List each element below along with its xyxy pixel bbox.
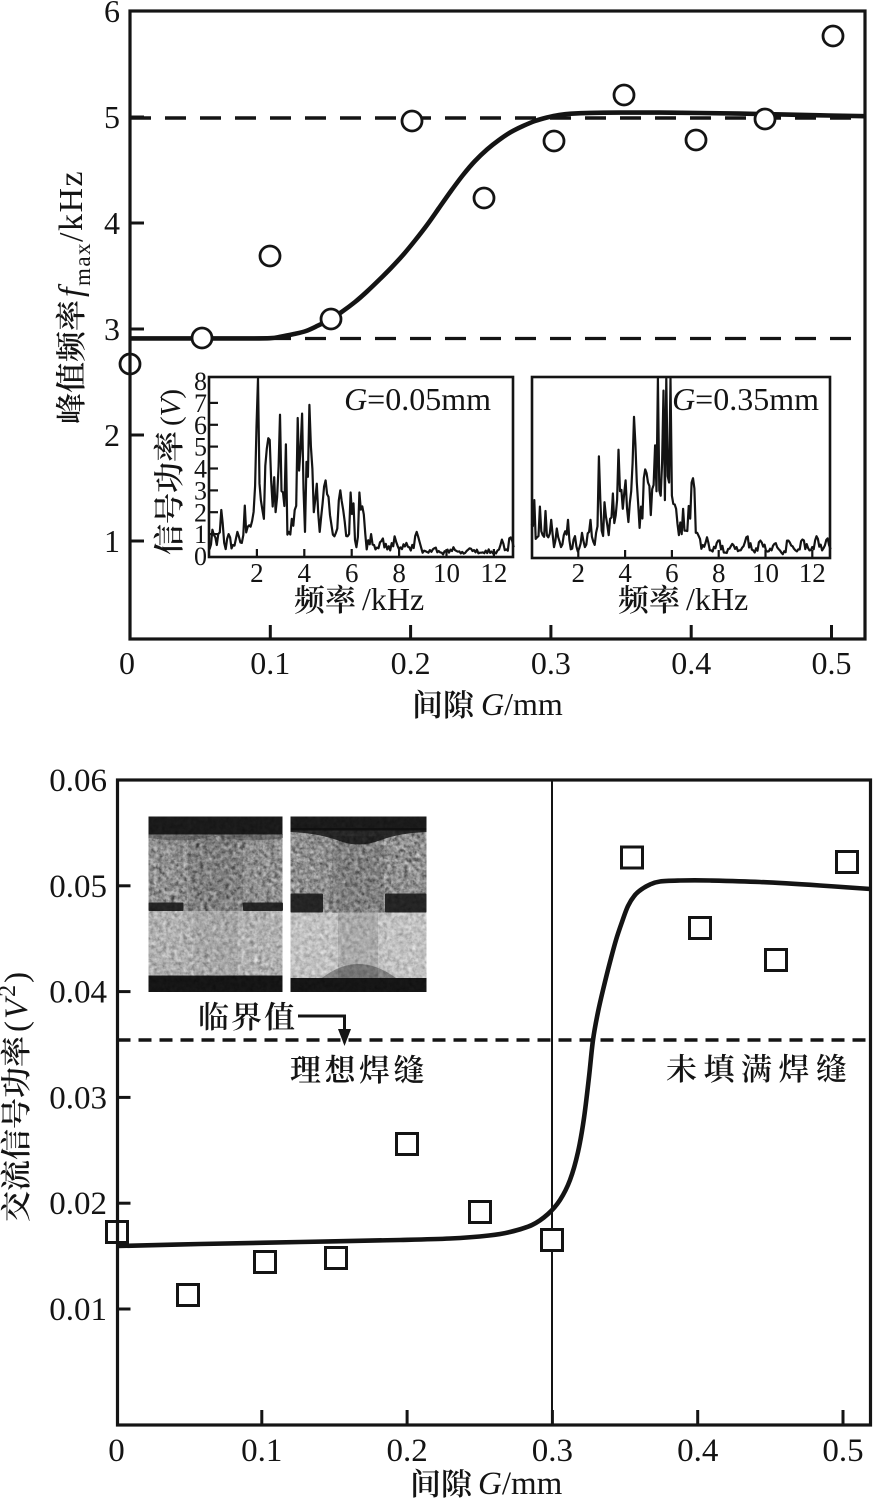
svg-text:(V2): (V2) xyxy=(0,970,35,1032)
svg-text:1: 1 xyxy=(104,523,120,559)
svg-text:10: 10 xyxy=(433,558,460,588)
svg-text:0.05: 0.05 xyxy=(49,869,107,905)
svg-text:8: 8 xyxy=(712,558,726,588)
svg-text:0.5: 0.5 xyxy=(812,645,852,681)
svg-text:/kHz: /kHz xyxy=(686,581,748,617)
svg-text:8: 8 xyxy=(194,367,207,396)
svg-text:2: 2 xyxy=(572,558,586,588)
svg-text:0.04: 0.04 xyxy=(49,975,107,1011)
svg-text:0.4: 0.4 xyxy=(671,645,711,681)
svg-text:0: 0 xyxy=(108,1433,125,1469)
svg-text:2: 2 xyxy=(194,498,207,527)
svg-text:7: 7 xyxy=(194,389,207,418)
svg-text:G/mm: G/mm xyxy=(478,1466,563,1502)
svg-text:2: 2 xyxy=(250,558,264,588)
svg-text:0.06: 0.06 xyxy=(49,763,107,799)
svg-text:0: 0 xyxy=(194,542,207,571)
svg-text:G=0.05mm: G=0.05mm xyxy=(344,381,491,417)
svg-text:12: 12 xyxy=(799,558,826,588)
svg-text:0.2: 0.2 xyxy=(391,645,431,681)
svg-text:0.2: 0.2 xyxy=(386,1433,427,1469)
svg-text:8: 8 xyxy=(392,558,406,588)
svg-text:(V): (V) xyxy=(155,389,187,426)
svg-text:4: 4 xyxy=(194,455,207,484)
svg-text:0.02: 0.02 xyxy=(49,1186,107,1222)
svg-text:6: 6 xyxy=(665,558,679,588)
svg-text:0.4: 0.4 xyxy=(677,1433,718,1469)
svg-text:0.01: 0.01 xyxy=(49,1292,107,1328)
svg-text:0.1: 0.1 xyxy=(250,645,290,681)
svg-text:0.03: 0.03 xyxy=(49,1080,107,1116)
svg-text:12: 12 xyxy=(480,558,507,588)
svg-text:5: 5 xyxy=(104,99,120,135)
svg-text:0.1: 0.1 xyxy=(241,1433,282,1469)
svg-text:6: 6 xyxy=(194,411,207,440)
svg-text:0.5: 0.5 xyxy=(822,1433,863,1469)
svg-text:6: 6 xyxy=(104,0,120,29)
svg-text:fmax/kHz: fmax/kHz xyxy=(53,170,95,297)
svg-text:0: 0 xyxy=(119,645,135,681)
svg-text:1: 1 xyxy=(194,520,207,549)
svg-text:/kHz: /kHz xyxy=(362,581,424,617)
svg-text:4: 4 xyxy=(298,558,312,588)
svg-text:G=0.35mm: G=0.35mm xyxy=(672,381,819,417)
svg-text:5: 5 xyxy=(194,433,207,462)
svg-text:3: 3 xyxy=(194,476,207,505)
svg-text:G/mm: G/mm xyxy=(481,686,563,722)
svg-text:10: 10 xyxy=(752,558,779,588)
svg-text:4: 4 xyxy=(104,205,120,241)
svg-text:0.3: 0.3 xyxy=(532,1433,573,1469)
svg-text:3: 3 xyxy=(104,311,120,347)
svg-text:6: 6 xyxy=(345,558,359,588)
svg-text:0.3: 0.3 xyxy=(531,645,571,681)
svg-text:2: 2 xyxy=(104,417,120,453)
svg-text:4: 4 xyxy=(618,558,632,588)
